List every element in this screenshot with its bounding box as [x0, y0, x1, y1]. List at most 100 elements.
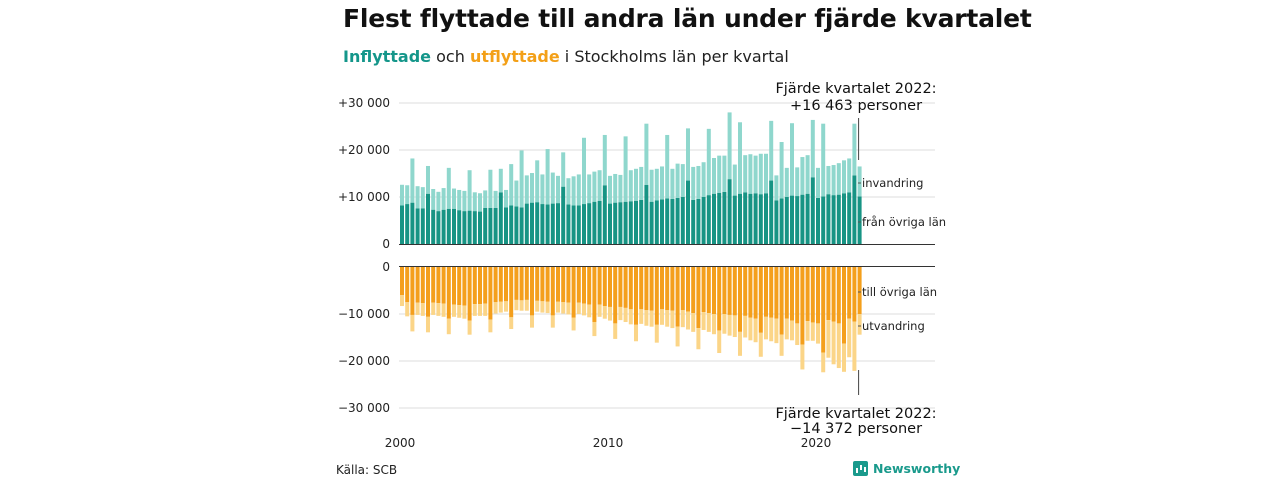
bar-invandring — [613, 173, 618, 203]
bar-fran-ovriga-lan — [816, 197, 820, 244]
bar-utvandring — [836, 323, 841, 369]
annotation-lower-line1: Fjärde kvartalet 2022: — [775, 406, 936, 422]
bar-utvandring — [613, 323, 618, 339]
x-tick-label: 2000 — [385, 436, 416, 450]
bar-till-ovriga-lan — [550, 267, 555, 316]
bar-till-ovriga-lan — [420, 267, 425, 304]
bar-utvandring — [628, 309, 633, 325]
bar-invandring — [805, 155, 810, 194]
bar-invandring — [769, 120, 774, 181]
y-tick-upper: +10 000 — [338, 190, 390, 204]
bar-utvandring — [790, 320, 794, 341]
chart-subtitle: Inflyttade och utflyttade i Stockholms l… — [343, 47, 789, 66]
axis-labels: +30 000 +20 000 +10 000 0 0 −10 000 −20 000 −30… — [338, 96, 831, 450]
bar-utvandring — [410, 314, 415, 332]
bar-till-ovriga-lan — [613, 267, 618, 324]
bar-invandring — [576, 174, 581, 206]
bar-utvandring — [446, 318, 451, 335]
bar-invandring — [514, 180, 519, 207]
bar-utvandring — [732, 315, 737, 338]
bar-till-ovriga-lan — [644, 267, 649, 311]
bar-invandring — [550, 172, 555, 204]
bar-invandring — [852, 123, 857, 176]
bar-utvandring — [514, 299, 519, 311]
bar-utvandring — [784, 318, 789, 340]
bar-utvandring — [478, 304, 482, 316]
subtitle-och: och — [436, 47, 465, 66]
bar-utvandring — [509, 317, 514, 330]
bar-utvandring — [545, 301, 550, 314]
bar-till-ovriga-lan — [774, 267, 779, 319]
bar-invandring — [810, 119, 815, 178]
y-tick-lower: −10 000 — [338, 307, 390, 321]
bar-utvandring — [587, 304, 592, 318]
bar-utvandring — [769, 317, 774, 342]
bar-till-ovriga-lan — [660, 267, 664, 310]
bar-till-ovriga-lan — [472, 267, 477, 305]
bar-invandring — [441, 188, 446, 210]
bar-fran-ovriga-lan — [639, 199, 644, 244]
bar-utvandring — [800, 344, 805, 370]
bar-fran-ovriga-lan — [592, 201, 597, 244]
bar-invandring — [426, 165, 430, 194]
bar-invandring — [535, 160, 540, 203]
bar-utvandring — [774, 318, 779, 344]
bar-invandring — [660, 166, 664, 200]
bar-fran-ovriga-lan — [764, 193, 768, 244]
bar-till-ovriga-lan — [701, 267, 706, 313]
bar-fran-ovriga-lan — [410, 202, 415, 244]
bar-utvandring — [634, 324, 638, 342]
bar-fran-ovriga-lan — [727, 179, 732, 244]
bar-invandring — [457, 189, 462, 211]
bar-fran-ovriga-lan — [576, 205, 581, 244]
bar-till-ovriga-lan — [675, 267, 680, 327]
bar-till-ovriga-lan — [821, 267, 826, 353]
bar-utvandring — [441, 303, 446, 317]
bar-invandring — [639, 166, 644, 200]
bar-fran-ovriga-lan — [743, 192, 748, 244]
bar-utvandring — [457, 305, 462, 318]
bar-fran-ovriga-lan — [842, 193, 846, 244]
bar-utvandring — [420, 303, 425, 316]
bar-invandring — [831, 165, 836, 196]
bar-invandring — [738, 122, 742, 194]
bar-fran-ovriga-lan — [644, 184, 649, 244]
bar-till-ovriga-lan — [540, 267, 545, 302]
bar-fran-ovriga-lan — [504, 207, 508, 244]
bar-invandring — [686, 128, 690, 181]
bar-till-ovriga-lan — [410, 267, 415, 315]
bar-utvandring — [504, 301, 508, 312]
bar-utvandring — [826, 320, 831, 358]
x-tick-label: 2020 — [801, 436, 832, 450]
series-label-utvandring: utvandring — [862, 319, 925, 333]
series-label-till-ovriga-lan: till övriga län — [862, 285, 937, 299]
bar-utvandring — [452, 304, 456, 317]
bar-invandring — [400, 184, 404, 206]
bar-utvandring — [852, 321, 857, 371]
bar-invandring — [712, 157, 716, 194]
bar-fran-ovriga-lan — [446, 208, 451, 244]
bar-till-ovriga-lan — [831, 267, 836, 322]
bar-invandring — [722, 155, 727, 192]
bar-utvandring — [535, 300, 540, 312]
bar-fran-ovriga-lan — [498, 192, 503, 244]
bar-fran-ovriga-lan — [561, 186, 566, 244]
bar-fran-ovriga-lan — [519, 207, 524, 244]
bar-utvandring — [618, 306, 623, 321]
bar-till-ovriga-lan — [415, 267, 420, 303]
bar-fran-ovriga-lan — [587, 203, 592, 244]
bar-till-ovriga-lan — [535, 267, 540, 301]
bar-utvandring — [748, 317, 753, 341]
bar-till-ovriga-lan — [514, 267, 519, 300]
bar-till-ovriga-lan — [847, 267, 852, 319]
bar-utvandring — [566, 302, 571, 315]
bar-fran-ovriga-lan — [769, 180, 774, 244]
bar-invandring — [587, 174, 592, 204]
bar-till-ovriga-lan — [566, 267, 571, 303]
bar-invandring — [696, 165, 701, 199]
annotation-upper-line1: Fjärde kvartalet 2022: — [775, 81, 936, 97]
subtitle-inflyttade: Inflyttade — [343, 47, 432, 66]
bar-fran-ovriga-lan — [556, 203, 560, 244]
bar-invandring — [649, 169, 654, 202]
bar-till-ovriga-lan — [493, 267, 498, 303]
